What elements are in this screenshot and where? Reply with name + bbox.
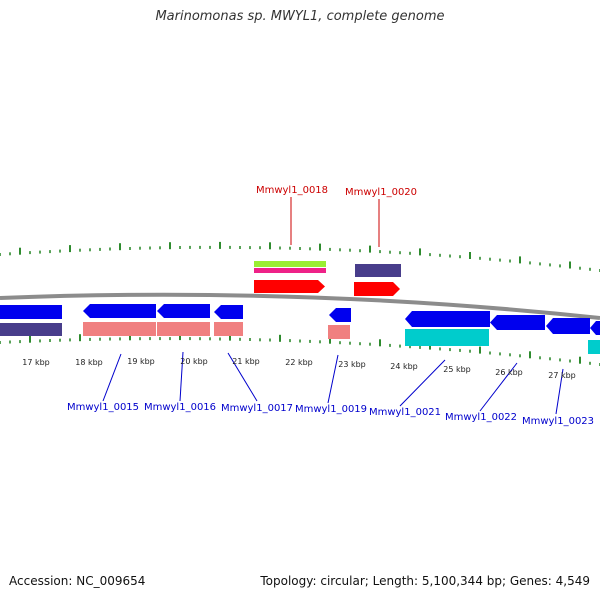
gene-arrow-mmwyl1-0022[interactable] [490, 315, 545, 330]
rna-bar-mmwyl1-0017[interactable] [214, 322, 243, 336]
gene-arrow-mmwyl1-0018[interactable] [254, 280, 325, 293]
leader-mmwyl1-0023 [555, 368, 564, 415]
gene-labels: Mmwyl1_0018 Mmwyl1_0020 Mmwyl1_0015 Mmwy… [67, 185, 594, 427]
gene-arrow-left-partial[interactable] [0, 305, 62, 319]
leader-lines [102, 197, 564, 415]
kbp-label: 23 kbp [338, 360, 366, 369]
leader-mmwyl1-0016 [179, 351, 184, 402]
kbp-label: 26 kbp [495, 368, 523, 377]
feature-bar-dark-slate[interactable] [355, 264, 401, 277]
kbp-label: 27 kbp [548, 371, 576, 380]
genome-title: Marinomonas sp. MWYL1, complete genome [155, 9, 445, 24]
gene-arrow-mmwyl1-0017[interactable] [214, 305, 243, 319]
tick-row-upper [0, 241, 600, 272]
gene-label-mmwyl1-0015[interactable]: Mmwyl1_0015 [67, 402, 139, 413]
kbp-scale: 17 kbp 18 kbp 19 kbp 20 kbp 21 kbp 22 kb… [22, 357, 576, 380]
gene-arrow-mmwyl1-0019[interactable] [329, 308, 351, 322]
gene-label-mmwyl1-0017[interactable]: Mmwyl1_0017 [221, 403, 293, 414]
feature-bar-magenta[interactable] [254, 268, 326, 273]
rna-bar-right-partial[interactable] [588, 340, 600, 354]
gene-label-mmwyl1-0019[interactable]: Mmwyl1_0019 [295, 404, 367, 415]
genome-backbone [0, 292, 600, 320]
rna-bar-mmwyl1-0016[interactable] [157, 322, 210, 336]
genome-summary-text: Topology: circular; Length: 5,100,344 bp… [260, 574, 590, 588]
gene-label-mmwyl1-0021[interactable]: Mmwyl1_0021 [369, 407, 441, 418]
kbp-label: 19 kbp [127, 357, 155, 366]
kbp-label: 18 kbp [75, 358, 103, 367]
lower-features [0, 304, 600, 354]
accession-text: Accession: NC_009654 [9, 574, 146, 588]
rna-bar-mmwyl1-0021[interactable] [405, 329, 489, 346]
rna-bar-mmwyl1-0019[interactable] [328, 325, 350, 339]
gene-arrow-mmwyl1-0016[interactable] [157, 304, 210, 318]
leader-mmwyl1-0015 [102, 353, 122, 402]
gene-label-mmwyl1-0023[interactable]: Mmwyl1_0023 [522, 416, 594, 427]
feature-bar-yellow-green[interactable] [254, 261, 326, 267]
gene-label-mmwyl1-0016[interactable]: Mmwyl1_0016 [144, 402, 216, 413]
gene-arrow-mmwyl1-0020[interactable] [354, 282, 400, 296]
gene-label-mmwyl1-0020[interactable]: Mmwyl1_0020 [345, 187, 417, 198]
kbp-label: 17 kbp [22, 358, 50, 367]
leader-mmwyl1-0021 [399, 359, 446, 407]
gene-arrow-mmwyl1-0015[interactable] [83, 304, 156, 318]
kbp-label: 24 kbp [390, 362, 418, 371]
gene-label-mmwyl1-0022[interactable]: Mmwyl1_0022 [445, 412, 517, 423]
kbp-label: 21 kbp [232, 357, 260, 366]
kbp-label: 20 kbp [180, 357, 208, 366]
kbp-label: 22 kbp [285, 358, 313, 367]
upper-features [254, 261, 401, 296]
leader-mmwyl1-0022 [479, 362, 518, 412]
gene-label-mmwyl1-0018[interactable]: Mmwyl1_0018 [256, 185, 328, 196]
feature-bar-dark-slate-left[interactable] [0, 323, 62, 336]
gene-arrow-right-partial[interactable] [590, 321, 600, 335]
leader-mmwyl1-0017 [227, 352, 258, 402]
kbp-label: 25 kbp [443, 365, 471, 374]
gene-arrow-mmwyl1-0021[interactable] [405, 311, 490, 327]
leader-mmwyl1-0019 [327, 354, 339, 404]
gene-arrow-mmwyl1-0023[interactable] [546, 318, 590, 334]
rna-bar-mmwyl1-0015[interactable] [83, 322, 156, 336]
